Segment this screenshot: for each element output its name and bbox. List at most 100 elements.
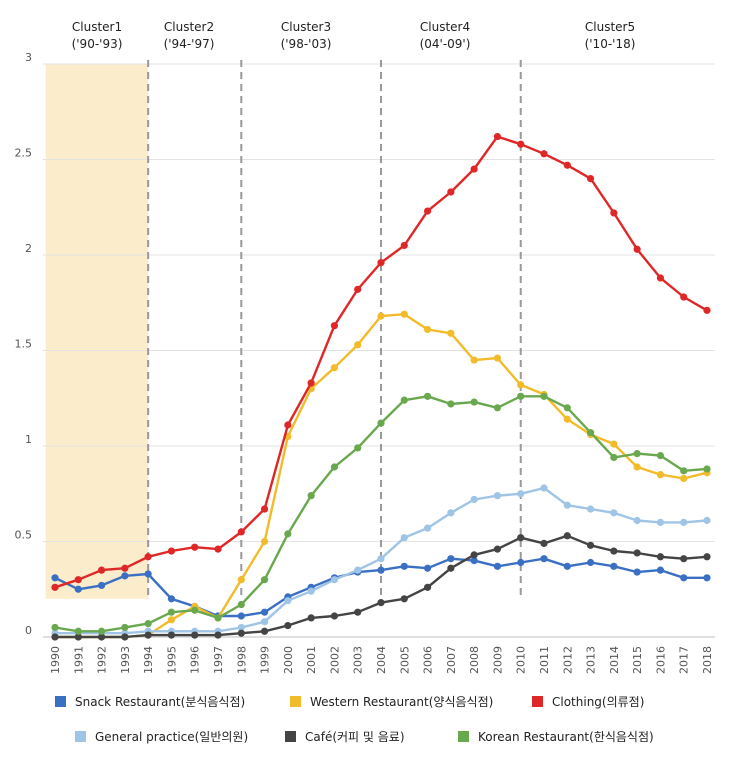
- data-point-snack-restaurant: [587, 559, 594, 566]
- chart-container: Cluster1 ('90-'93) Cluster2 ('94-'97) Cluste…: [0, 0, 735, 769]
- x-tick-label: 2006: [422, 646, 435, 674]
- data-point-korean-restaurant: [564, 404, 571, 411]
- legend: Snack Restaurant(분식음식점) Western Restauran…: [55, 695, 654, 744]
- data-point-clothing: [284, 421, 291, 428]
- cluster-highlight-layer: [46, 64, 148, 599]
- data-point-general-practice: [308, 588, 315, 595]
- series-line-korean-restaurant: [55, 396, 707, 631]
- data-point-korean-restaurant: [308, 492, 315, 499]
- data-point-general-practice: [377, 555, 384, 562]
- data-point-korean-restaurant: [354, 444, 361, 451]
- data-point-general-practice: [331, 576, 338, 583]
- legend-item-snack-restaurant: Snack Restaurant(분식음식점): [55, 695, 245, 709]
- data-point-caf: [121, 633, 128, 640]
- data-point-caf: [610, 547, 617, 554]
- data-point-snack-restaurant: [703, 574, 710, 581]
- x-tick-label: 2012: [561, 646, 574, 674]
- x-tick-label: 1998: [235, 646, 248, 674]
- data-point-snack-restaurant: [51, 574, 58, 581]
- data-point-caf: [540, 540, 547, 547]
- line-chart: Cluster1('90-'93)Cluster2('94-'97)Cluste…: [0, 0, 735, 769]
- data-point-caf: [634, 549, 641, 556]
- data-point-western-restaurant: [447, 330, 454, 337]
- x-tick-label: 1995: [165, 646, 178, 674]
- data-point-clothing: [238, 528, 245, 535]
- data-point-clothing: [471, 165, 478, 172]
- y-tick-label: 2.5: [15, 147, 33, 160]
- data-point-korean-restaurant: [261, 576, 268, 583]
- data-point-western-restaurant: [401, 311, 408, 318]
- data-point-clothing: [377, 259, 384, 266]
- data-point-clothing: [587, 175, 594, 182]
- data-point-western-restaurant: [680, 475, 687, 482]
- data-point-clothing: [610, 209, 617, 216]
- x-tick-label: 1991: [72, 646, 85, 674]
- data-point-general-practice: [634, 517, 641, 524]
- x-tick-label: 1993: [119, 646, 132, 674]
- x-tick-label: 1999: [259, 646, 272, 674]
- data-point-western-restaurant: [610, 440, 617, 447]
- legend-label: Western Restaurant(양식음식점): [310, 695, 493, 709]
- x-tick-label: 1990: [49, 646, 62, 674]
- data-point-korean-restaurant: [680, 467, 687, 474]
- data-point-caf: [284, 622, 291, 629]
- data-point-clothing: [354, 286, 361, 293]
- data-point-korean-restaurant: [657, 452, 664, 459]
- data-point-caf: [214, 631, 221, 638]
- legend-item-clothing: Clothing(의류점): [532, 695, 644, 709]
- data-point-caf: [168, 631, 175, 638]
- data-point-western-restaurant: [331, 364, 338, 371]
- data-point-clothing: [424, 207, 431, 214]
- data-point-western-restaurant: [564, 416, 571, 423]
- x-tick-label: 1997: [212, 646, 225, 674]
- x-tick-label: 2015: [631, 646, 644, 674]
- data-point-caf: [308, 614, 315, 621]
- data-point-caf: [657, 553, 664, 560]
- legend-label: Korean Restaurant(한식음식점): [478, 730, 654, 744]
- data-point-caf: [354, 609, 361, 616]
- legend-item-korean-restaurant: Korean Restaurant(한식음식점): [458, 730, 654, 744]
- data-point-western-restaurant: [634, 463, 641, 470]
- legend-item-general-practice: General practice(일반의원): [75, 730, 248, 744]
- data-point-clothing: [680, 293, 687, 300]
- data-point-clothing: [75, 576, 82, 583]
- cluster-name-cluster2: Cluster2: [164, 20, 214, 34]
- data-point-korean-restaurant: [145, 620, 152, 627]
- data-point-korean-restaurant: [471, 398, 478, 405]
- data-point-snack-restaurant: [564, 563, 571, 570]
- legend-item-western-restaurant: Western Restaurant(양식음식점): [290, 695, 493, 709]
- y-tick-label: 0.5: [15, 529, 33, 542]
- legend-swatch: [290, 696, 301, 707]
- x-tick-label: 2003: [352, 646, 365, 674]
- data-point-snack-restaurant: [424, 565, 431, 572]
- y-tick-label: 1: [25, 433, 32, 446]
- data-point-clothing: [214, 546, 221, 553]
- legend-item-caf: Café(커피 및 음료): [285, 730, 405, 744]
- cluster-name-cluster4: Cluster4: [420, 20, 470, 34]
- x-tick-label: 2001: [305, 646, 318, 674]
- data-point-clothing: [540, 150, 547, 157]
- data-point-clothing: [657, 274, 664, 281]
- data-point-korean-restaurant: [377, 419, 384, 426]
- data-point-clothing: [517, 141, 524, 148]
- data-point-korean-restaurant: [540, 393, 547, 400]
- data-point-clothing: [168, 547, 175, 554]
- y-tick-label: 3: [25, 51, 32, 64]
- data-point-korean-restaurant: [191, 607, 198, 614]
- data-point-clothing: [145, 553, 152, 560]
- data-point-korean-restaurant: [284, 530, 291, 537]
- legend-swatch: [75, 731, 86, 742]
- cluster-range-cluster4: (04'-09'): [420, 37, 471, 51]
- cluster-highlight-cluster1: [46, 64, 148, 599]
- x-tick-label: 2007: [445, 646, 458, 674]
- data-point-snack-restaurant: [634, 568, 641, 575]
- x-tick-label: 1994: [142, 646, 155, 674]
- data-point-general-practice: [703, 517, 710, 524]
- data-point-general-practice: [284, 597, 291, 604]
- data-point-snack-restaurant: [657, 567, 664, 574]
- data-point-western-restaurant: [238, 576, 245, 583]
- data-point-caf: [703, 553, 710, 560]
- data-point-general-practice: [610, 509, 617, 516]
- data-point-general-practice: [517, 490, 524, 497]
- data-point-general-practice: [424, 525, 431, 532]
